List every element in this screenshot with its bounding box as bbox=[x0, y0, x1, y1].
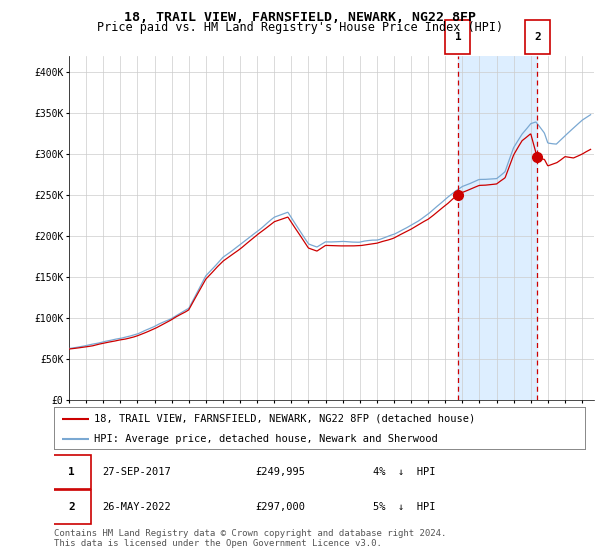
Text: 26-MAY-2022: 26-MAY-2022 bbox=[102, 502, 170, 512]
FancyBboxPatch shape bbox=[52, 491, 91, 524]
Text: 1: 1 bbox=[68, 467, 74, 477]
Text: 27-SEP-2017: 27-SEP-2017 bbox=[102, 467, 170, 477]
Text: 1: 1 bbox=[455, 32, 461, 42]
Text: 18, TRAIL VIEW, FARNSFIELD, NEWARK, NG22 8FP (detached house): 18, TRAIL VIEW, FARNSFIELD, NEWARK, NG22… bbox=[94, 414, 475, 424]
Text: 18, TRAIL VIEW, FARNSFIELD, NEWARK, NG22 8FP: 18, TRAIL VIEW, FARNSFIELD, NEWARK, NG22… bbox=[124, 11, 476, 24]
FancyBboxPatch shape bbox=[445, 20, 470, 54]
Text: £297,000: £297,000 bbox=[256, 502, 306, 512]
Text: 2: 2 bbox=[68, 502, 74, 512]
Text: This data is licensed under the Open Government Licence v3.0.: This data is licensed under the Open Gov… bbox=[54, 539, 382, 548]
Text: £249,995: £249,995 bbox=[256, 467, 306, 477]
Text: Contains HM Land Registry data © Crown copyright and database right 2024.: Contains HM Land Registry data © Crown c… bbox=[54, 529, 446, 538]
Text: 5%  ↓  HPI: 5% ↓ HPI bbox=[373, 502, 435, 512]
Text: Price paid vs. HM Land Registry's House Price Index (HPI): Price paid vs. HM Land Registry's House … bbox=[97, 21, 503, 34]
Text: HPI: Average price, detached house, Newark and Sherwood: HPI: Average price, detached house, Newa… bbox=[94, 434, 437, 444]
Text: 4%  ↓  HPI: 4% ↓ HPI bbox=[373, 467, 435, 477]
FancyBboxPatch shape bbox=[52, 455, 91, 488]
FancyBboxPatch shape bbox=[525, 20, 550, 54]
Bar bbox=[458, 56, 538, 400]
Text: 2: 2 bbox=[534, 32, 541, 42]
